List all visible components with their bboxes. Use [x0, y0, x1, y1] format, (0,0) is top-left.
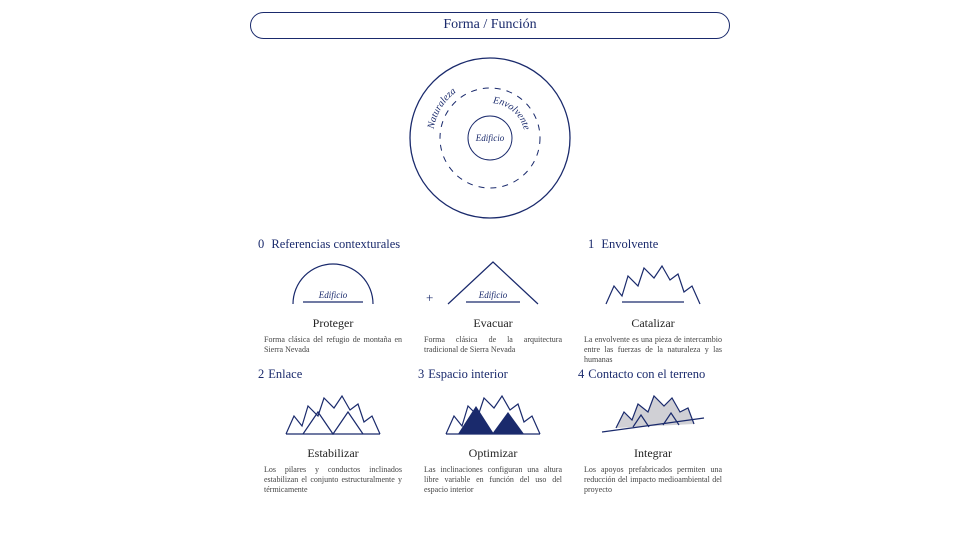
- bottom-cards: Estabilizar Los pilares y conductos incl…: [250, 382, 730, 495]
- section-2-title: Enlace: [268, 367, 302, 381]
- section-4-head: 4 Contacto con el terreno: [578, 367, 728, 382]
- icon-arch: Edificio: [258, 252, 408, 312]
- hero-diagram: Naturaleza Envolvente Edificio: [405, 53, 575, 223]
- section-3-head: 3 Espacio interior: [418, 367, 568, 382]
- card-desc: Las inclinaciones configuran una altura …: [424, 465, 562, 495]
- icon-arch-label: Edificio: [318, 290, 348, 300]
- section-1-num: 1: [588, 237, 594, 251]
- icon-interior-mass: [418, 382, 568, 442]
- card-desc: Los apoyos prefabricados permiten una re…: [584, 465, 722, 495]
- card-title: Optimizar: [418, 446, 568, 461]
- card-desc: Forma clásica de la arquitectura tradici…: [424, 335, 562, 355]
- card-title: Catalizar: [578, 316, 728, 331]
- section-2-num: 2: [258, 367, 264, 381]
- card-integrar: Integrar Los apoyos prefabricados permit…: [578, 382, 728, 495]
- section-4-title: Contacto con el terreno: [588, 367, 705, 381]
- card-title: Estabilizar: [258, 446, 408, 461]
- card-evacuar: Edificio Evacuar Forma clásica de la arq…: [418, 252, 568, 365]
- row2-heads: 2 Enlace 3 Espacio interior 4 Contacto con …: [250, 367, 730, 382]
- card-proteger: Edificio Proteger Forma clásica del refu…: [258, 252, 408, 365]
- card-catalizar: Catalizar La envolvente es una pieza de …: [578, 252, 728, 365]
- section-4-num: 4: [578, 367, 584, 381]
- section-1-title: Envolvente: [601, 237, 658, 251]
- card-title: Evacuar: [418, 316, 568, 331]
- hero-inner-label: Edificio: [475, 133, 505, 143]
- icon-jagged-arch: [578, 252, 728, 312]
- hero-middle-label: Envolvente: [491, 95, 532, 132]
- section-0-head: 0 Referencias contexturales: [258, 237, 578, 252]
- icon-trusses: [258, 382, 408, 442]
- top-section-heads: 0 Referencias contexturales 1 Envolvente: [250, 237, 730, 252]
- card-desc: Forma clásica del refugio de montaña en …: [264, 335, 402, 355]
- section-3-num: 3: [418, 367, 424, 381]
- card-optimizar: Optimizar Las inclinaciones configuran u…: [418, 382, 568, 495]
- icon-triangle-label: Edificio: [478, 290, 508, 300]
- card-desc: La envolvente es una pieza de intercambi…: [584, 335, 722, 365]
- top-cards: + Edificio Proteger Forma clásica del re…: [250, 252, 730, 365]
- section-1-head: 1 Envolvente: [588, 237, 738, 252]
- section-0-num: 0: [258, 237, 264, 251]
- page: Forma / Función Naturaleza Envolvente Ed…: [250, 12, 730, 495]
- icon-triangle: Edificio: [418, 252, 568, 312]
- header-pill: Forma / Función: [250, 12, 730, 39]
- section-0-title: Referencias contexturales: [271, 237, 400, 251]
- svg-text:Envolvente: Envolvente: [491, 95, 532, 132]
- card-estabilizar: Estabilizar Los pilares y conductos incl…: [258, 382, 408, 495]
- icon-ground: [578, 382, 728, 442]
- card-title: Proteger: [258, 316, 408, 331]
- section-3-title: Espacio interior: [428, 367, 508, 381]
- card-title: Integrar: [578, 446, 728, 461]
- card-desc: Los pilares y conductos inclinados estab…: [264, 465, 402, 495]
- plus-sign: +: [426, 290, 433, 306]
- section-2-head: 2 Enlace: [258, 367, 408, 382]
